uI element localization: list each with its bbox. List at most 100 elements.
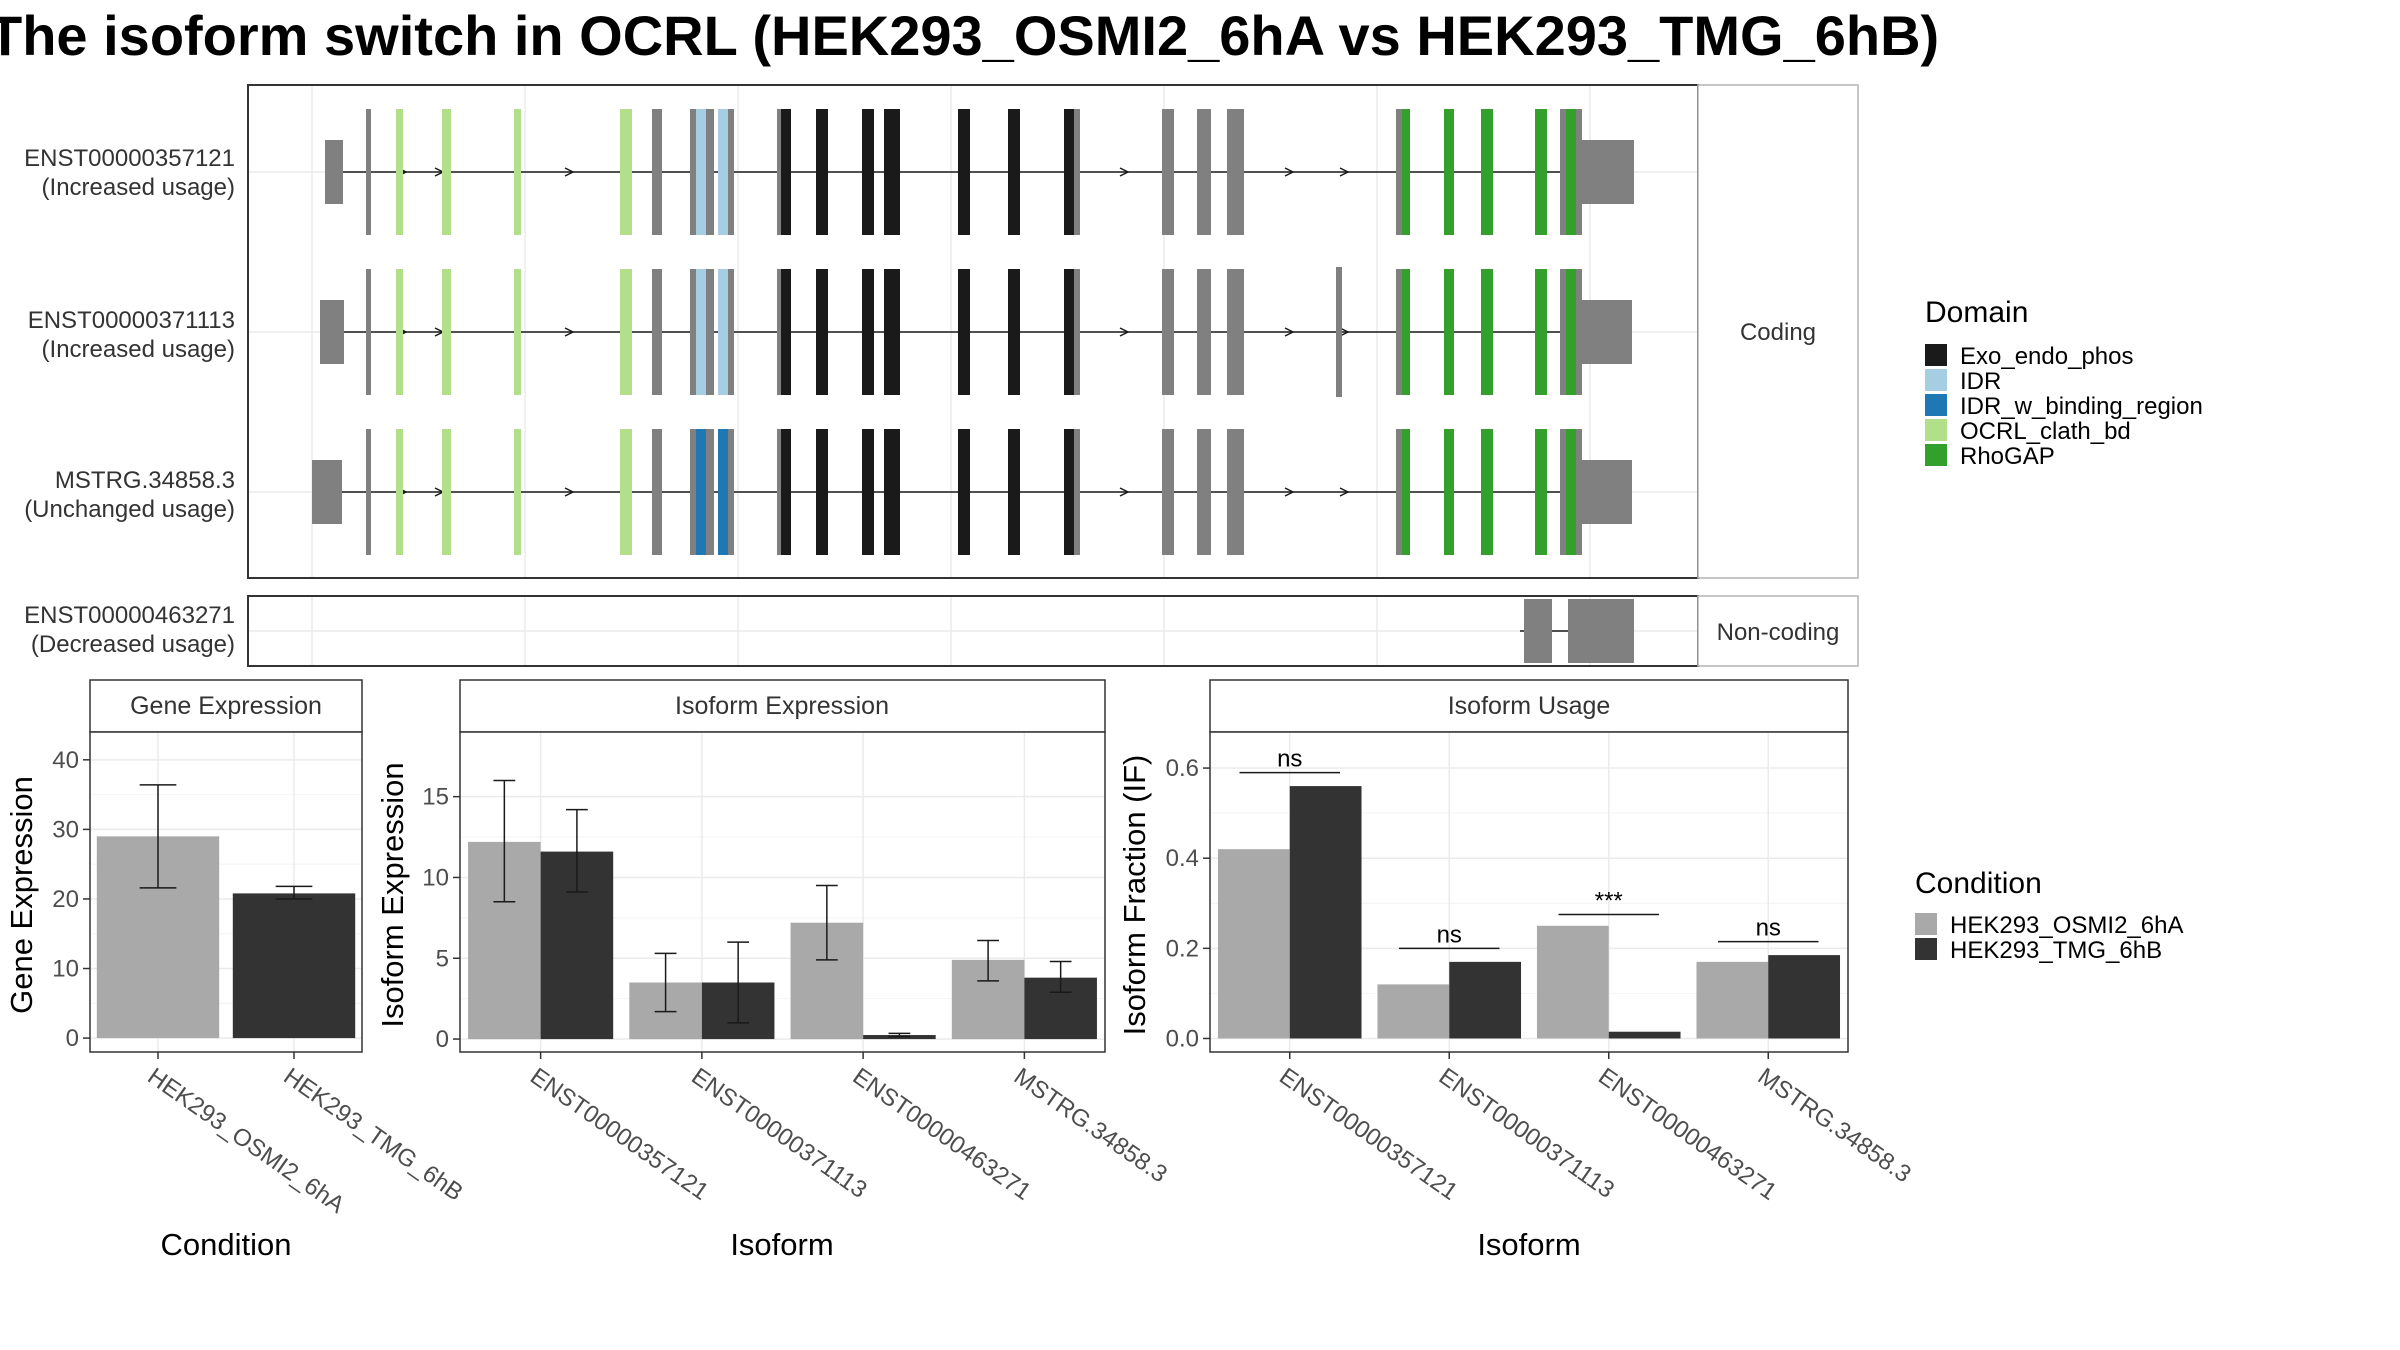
utr-3prime bbox=[1580, 460, 1632, 524]
exon-5 bbox=[652, 429, 662, 555]
exon-2 bbox=[442, 269, 451, 395]
utr-3prime bbox=[1582, 140, 1634, 204]
exon-22 bbox=[1227, 109, 1244, 235]
y-tick-label: 10 bbox=[422, 864, 449, 891]
exon-14 bbox=[862, 269, 874, 395]
plot-border bbox=[459, 731, 1106, 1053]
utr-5prime bbox=[320, 300, 344, 364]
intron-arrow-5 bbox=[1339, 167, 1350, 177]
legend-label-ocrl-clath-bd: OCRL_clath_bd bbox=[1960, 418, 2131, 445]
bar-1-1 bbox=[1449, 961, 1522, 1039]
isoform-usage-panel-title: Isoform Usage bbox=[1448, 692, 1611, 720]
intron-arrow-4 bbox=[1284, 327, 1295, 337]
x-tick-label: MSTRG.34858.3 bbox=[1009, 1063, 1172, 1188]
exon-25 bbox=[1444, 429, 1454, 555]
exon-0 bbox=[366, 269, 371, 395]
plot-border bbox=[89, 731, 363, 1053]
exon-26 bbox=[1481, 269, 1493, 395]
exon-10 bbox=[728, 109, 734, 235]
exon-15 bbox=[884, 429, 900, 555]
exon-30 bbox=[1576, 429, 1582, 555]
exon-24 bbox=[1402, 109, 1410, 235]
x-tick-label: ENST00000357121 bbox=[525, 1063, 713, 1206]
isoform-label-1-usage: (Increased usage) bbox=[42, 174, 235, 201]
exon-19 bbox=[1074, 109, 1080, 235]
exon-30 bbox=[1576, 269, 1582, 395]
bar-3-0 bbox=[1696, 961, 1769, 1039]
legend-key-rhogap bbox=[1925, 444, 1947, 466]
exon-17 bbox=[1008, 109, 1020, 235]
isoform-label-3-id: MSTRG.34858.3 bbox=[55, 467, 235, 494]
exon-20 bbox=[1162, 429, 1174, 555]
noncoding-strip bbox=[1697, 595, 1859, 667]
exon-12 bbox=[781, 109, 791, 235]
exon-3 bbox=[514, 269, 521, 395]
significance-label: ns bbox=[1756, 915, 1781, 942]
exon-4 bbox=[620, 109, 632, 235]
exon-26 bbox=[1481, 109, 1493, 235]
exon-11 bbox=[777, 269, 782, 395]
intron-arrow-5 bbox=[1339, 487, 1350, 497]
domain-legend-title: Domain bbox=[1925, 296, 2028, 329]
exon-16 bbox=[958, 109, 970, 235]
exon-22 bbox=[1227, 269, 1244, 395]
isoform-label-1-id: ENST00000357121 bbox=[24, 145, 235, 172]
bar-1-0 bbox=[232, 893, 356, 1039]
bar-panel-1: ENST00000357121ENST00000371113ENST000004… bbox=[422, 731, 1172, 1206]
legend-label-idr: IDR bbox=[1960, 368, 2001, 395]
exon-24 bbox=[1402, 429, 1410, 555]
intron-arrow-2 bbox=[564, 167, 575, 177]
isoform-expression-xlabel: Isoform bbox=[730, 1227, 833, 1262]
exon-1 bbox=[396, 269, 403, 395]
significance-label: ns bbox=[1277, 746, 1302, 773]
exon-6 bbox=[690, 429, 698, 555]
legend-label-idr-binding: IDR_w_binding_region bbox=[1960, 393, 2203, 420]
exon-7 bbox=[696, 109, 706, 235]
exon-22 bbox=[1227, 429, 1244, 555]
exon-11 bbox=[777, 429, 782, 555]
isoform-label-2-id: ENST00000371113 bbox=[28, 307, 235, 334]
condition-legend-title: Condition bbox=[1915, 867, 2042, 900]
y-tick-label: 0.0 bbox=[1166, 1025, 1199, 1052]
noncoding-facet-label: Non-coding bbox=[1717, 619, 1840, 646]
isoform-usage-strip bbox=[1209, 679, 1849, 733]
exon-29 bbox=[1566, 109, 1576, 235]
intron-arrow-2 bbox=[564, 487, 575, 497]
exon-5 bbox=[652, 109, 662, 235]
legend-key-exo-endo-phos bbox=[1925, 344, 1947, 366]
gene-expression-panel-title: Gene Expression bbox=[130, 692, 322, 720]
exon-27 bbox=[1535, 269, 1547, 395]
y-tick-label: 0.4 bbox=[1166, 845, 1199, 872]
utr-5prime bbox=[325, 140, 343, 204]
isoform-label-2-usage: (Increased usage) bbox=[42, 336, 235, 363]
gene-expression-ylabel: Gene Expression bbox=[4, 776, 39, 1014]
exon-9 bbox=[718, 269, 728, 395]
exon-21 bbox=[1197, 429, 1211, 555]
intron-arrow-3 bbox=[1119, 167, 1130, 177]
exon-27 bbox=[1535, 429, 1547, 555]
isoform-label-3-usage: (Unchanged usage) bbox=[24, 496, 235, 523]
intron-arrow-3 bbox=[1119, 327, 1130, 337]
exon-12 bbox=[781, 429, 791, 555]
exon-16 bbox=[958, 269, 970, 395]
gene-expression-strip bbox=[89, 679, 363, 733]
x-tick-label: ENST00000371113 bbox=[686, 1063, 871, 1204]
y-tick-label: 40 bbox=[52, 747, 79, 774]
exon-8 bbox=[706, 269, 714, 395]
exon-3 bbox=[514, 429, 521, 555]
utr-3prime bbox=[1580, 300, 1632, 364]
gene-expression-xlabel: Condition bbox=[161, 1227, 292, 1262]
exon-23 bbox=[1396, 429, 1402, 555]
exon-18 bbox=[1064, 269, 1076, 395]
exon-20 bbox=[1162, 269, 1174, 395]
bar-panels: HEK293_OSMI2_6hAHEK293_TMG_6hB010203040E… bbox=[52, 731, 1916, 1219]
transcript-row-2 bbox=[320, 267, 1632, 397]
exon-29 bbox=[1566, 429, 1576, 555]
significance-label: *** bbox=[1595, 888, 1623, 915]
exon-11 bbox=[777, 109, 782, 235]
exon-18 bbox=[1064, 109, 1076, 235]
x-tick-label: MSTRG.34858.3 bbox=[1753, 1063, 1916, 1188]
legend-label-osmi2: HEK293_OSMI2_6hA bbox=[1950, 912, 2183, 939]
exon-20 bbox=[1162, 109, 1174, 235]
